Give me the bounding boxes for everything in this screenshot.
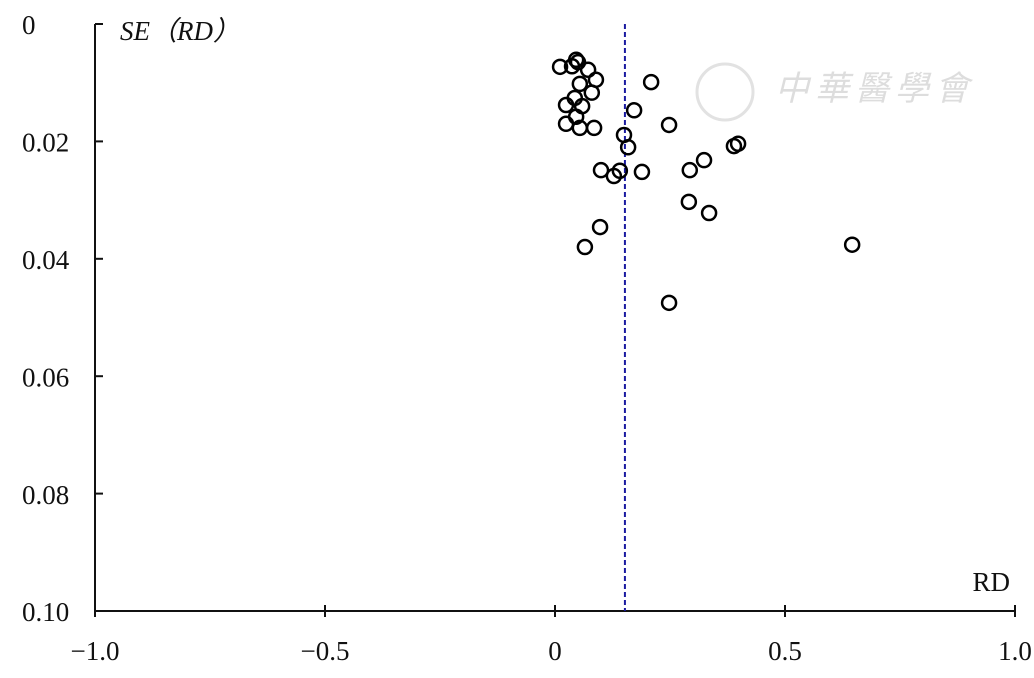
y-tick-label: 0 [22,10,36,40]
point [579,61,597,79]
point [583,84,601,101]
y-tick-label: 0.08 [22,480,69,510]
point [642,73,660,91]
point [551,58,569,76]
point [611,162,629,179]
y-tick-label: 0.10 [22,597,69,627]
point [576,238,594,256]
x-tick-label: −1.0 [71,636,120,666]
point [695,151,713,169]
watermark: 中華醫學會 [775,71,975,108]
y-tick-label: 0.04 [22,245,70,275]
point [660,294,678,312]
point [625,102,643,119]
y-tick-label: 0.02 [22,128,69,158]
point [567,51,585,69]
x-tick-label: 0 [548,636,562,666]
point [571,75,589,93]
point [592,161,610,179]
x-axis-label: RD [972,567,1010,597]
x-tick-label: 0.5 [768,636,802,666]
point [591,218,609,236]
point [557,96,575,114]
point [557,115,575,133]
point [680,193,698,211]
point [585,119,603,137]
point [681,161,699,179]
watermark-logo [695,62,755,122]
y-axis-label: SE（RD） [120,16,240,46]
point [729,135,747,152]
x-tick-label: −0.5 [301,636,350,666]
point [633,163,651,181]
point [660,116,678,134]
point [843,236,861,253]
point [700,204,718,222]
y-tick-label: 0.06 [22,362,69,392]
point [619,139,637,156]
x-tick-label: 1.0 [998,636,1032,666]
